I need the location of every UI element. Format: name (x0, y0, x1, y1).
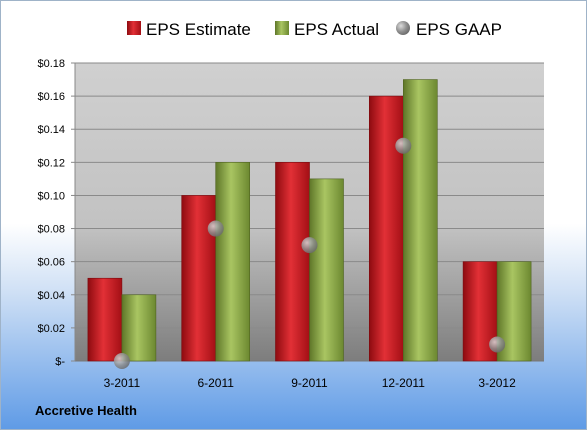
y-tick-label: $0.06 (37, 257, 65, 269)
y-tick-label: $0.16 (37, 91, 65, 103)
legend-swatch-eps-estimate (127, 21, 141, 35)
eps-actual-bar (402, 79, 438, 362)
x-axis-ticks: 3-2011 6-2011 9-2011 12-2011 3-2012 (104, 376, 516, 390)
bars (87, 79, 532, 362)
legend-marker-eps-gaap (396, 21, 410, 35)
y-axis-ticks: $- $0.02 $0.04 $0.06 $0.08 $0.10 $0.12 $0.14 $0.… (37, 58, 75, 368)
eps-gaap-marker (301, 237, 318, 254)
y-tick-label: $0.10 (37, 190, 65, 202)
company-name: Accretive Health (35, 403, 137, 418)
legend-label-eps-actual: EPS Actual (294, 20, 379, 39)
x-tick-label: 12-2011 (382, 376, 425, 390)
y-tick-label: $0.08 (37, 224, 65, 236)
eps-gaap-marker (395, 137, 412, 154)
y-tick-label: $0.04 (37, 290, 65, 302)
x-tick-label: 9-2011 (291, 376, 328, 390)
y-tick-label: $0.14 (37, 124, 65, 136)
eps-estimate-bar (87, 277, 123, 362)
eps-actual-bar (121, 294, 157, 362)
eps-estimate-bar (181, 195, 216, 362)
eps-estimate-bar (275, 162, 310, 362)
y-tick-label: $0.02 (37, 323, 65, 335)
legend-label-eps-gaap: EPS GAAP (416, 20, 502, 39)
eps-gaap-marker (489, 336, 506, 353)
x-tick-label: 6-2011 (197, 376, 234, 390)
legend: EPS Estimate EPS Actual EPS GAAP (127, 20, 502, 39)
y-tick-label: $0.18 (37, 58, 65, 70)
x-tick-label: 3-2012 (478, 376, 516, 390)
eps-gaap-marker (207, 220, 224, 237)
legend-label-eps-estimate: EPS Estimate (146, 20, 251, 39)
gaap-markers (113, 137, 506, 369)
eps-actual-bar (215, 162, 250, 362)
y-tick-label: $0.12 (37, 157, 65, 169)
eps-gaap-marker (113, 353, 130, 369)
legend-swatch-eps-actual (275, 21, 289, 35)
x-tick-label: 3-2011 (104, 376, 141, 390)
eps-estimate-bar (368, 95, 404, 362)
y-tick-label: $- (55, 356, 65, 368)
eps-actual-bar (309, 178, 344, 362)
